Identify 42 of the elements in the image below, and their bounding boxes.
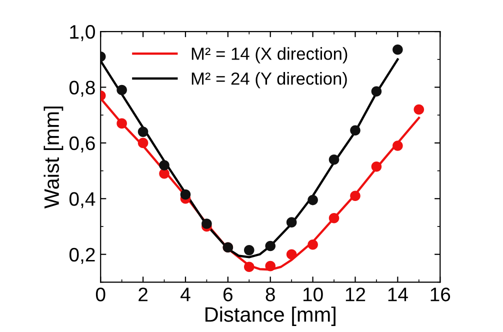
y-tick-label: 0,4 (69, 192, 96, 208)
legend-label: M² = 24 (Y direction) (192, 72, 347, 88)
x-tick-label: 14 (388, 288, 408, 302)
point (392, 140, 403, 151)
y-tick-label: 0,8 (69, 80, 95, 97)
point (116, 84, 127, 96)
y-axis-title: Waist [mm] (44, 106, 64, 208)
x-axis-title: Distance [mm] (206, 306, 336, 326)
point (350, 125, 360, 136)
point (308, 194, 318, 206)
point (286, 249, 297, 260)
point (244, 245, 254, 256)
point (308, 239, 318, 250)
point (138, 126, 148, 137)
x-tick-label: 4 (180, 288, 190, 302)
point (116, 118, 127, 129)
point (244, 262, 254, 272)
y-tick-label: 1,0 (70, 25, 95, 42)
y-tick-label: 0,6 (69, 136, 95, 152)
point (392, 44, 403, 55)
point (138, 138, 148, 148)
point (414, 104, 424, 115)
x-tick-label: 12 (346, 288, 366, 302)
point (371, 161, 382, 172)
x-tick-label: 0 (96, 288, 106, 302)
point (328, 154, 340, 165)
point (350, 190, 360, 202)
point (180, 189, 191, 200)
point (265, 260, 276, 272)
y-tick-label: 0,2 (69, 248, 95, 264)
x-tick-label: 8 (266, 288, 275, 302)
point (286, 217, 297, 228)
x-tick-label: 2 (138, 288, 148, 302)
legend-label: M² = 14 (X direction) (192, 47, 348, 64)
point (202, 218, 212, 229)
point (265, 240, 276, 252)
point (371, 86, 382, 97)
point (159, 160, 170, 170)
x-tick-label: 16 (430, 288, 450, 302)
point (328, 212, 340, 224)
x-tick-label: 10 (303, 288, 323, 302)
x-tick-label: 6 (224, 288, 232, 302)
